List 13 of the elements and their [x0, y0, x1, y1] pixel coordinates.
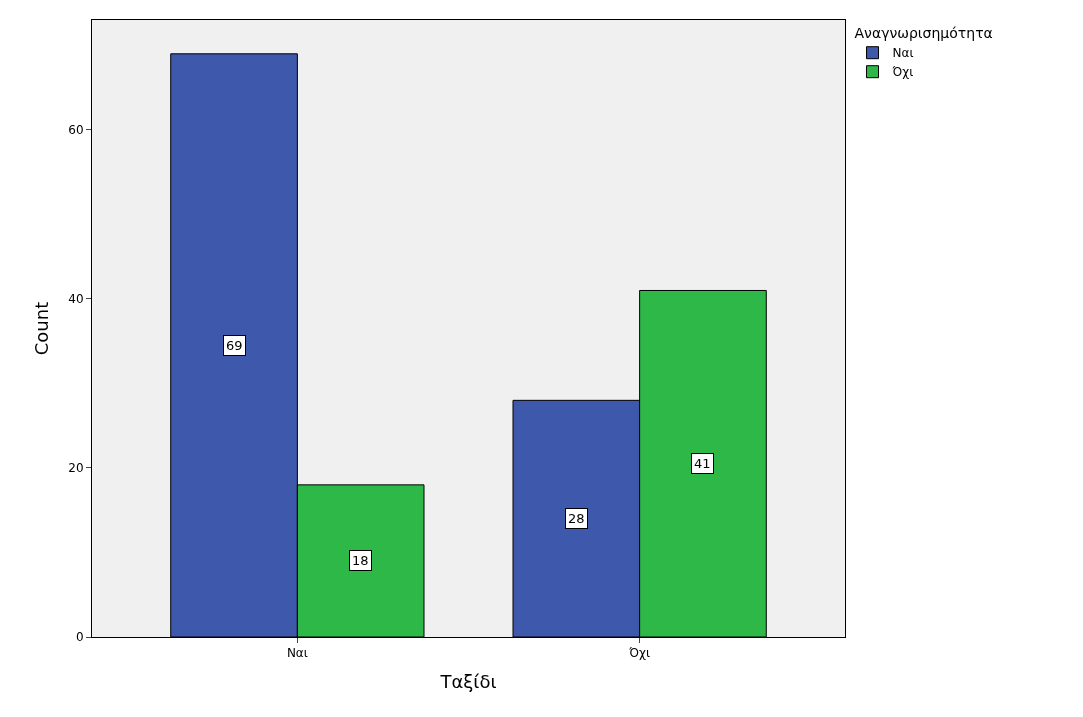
y-tick-label: 60: [68, 123, 84, 138]
data-label: 28: [568, 511, 585, 526]
data-label: 69: [226, 338, 243, 353]
legend-title: Αναγνωρισημότητα: [854, 25, 993, 42]
legend-label: Ναι: [892, 46, 914, 61]
x-axis-title: Ταξίδι: [439, 670, 497, 692]
y-tick-label: 0: [75, 630, 84, 645]
legend-label: Όχι: [891, 65, 914, 80]
data-label: 18: [352, 553, 369, 568]
y-axis-title: Count: [30, 301, 52, 356]
y-tick-label: 20: [68, 461, 84, 476]
y-tick-label: 40: [68, 292, 84, 307]
data-label: 41: [694, 456, 711, 471]
